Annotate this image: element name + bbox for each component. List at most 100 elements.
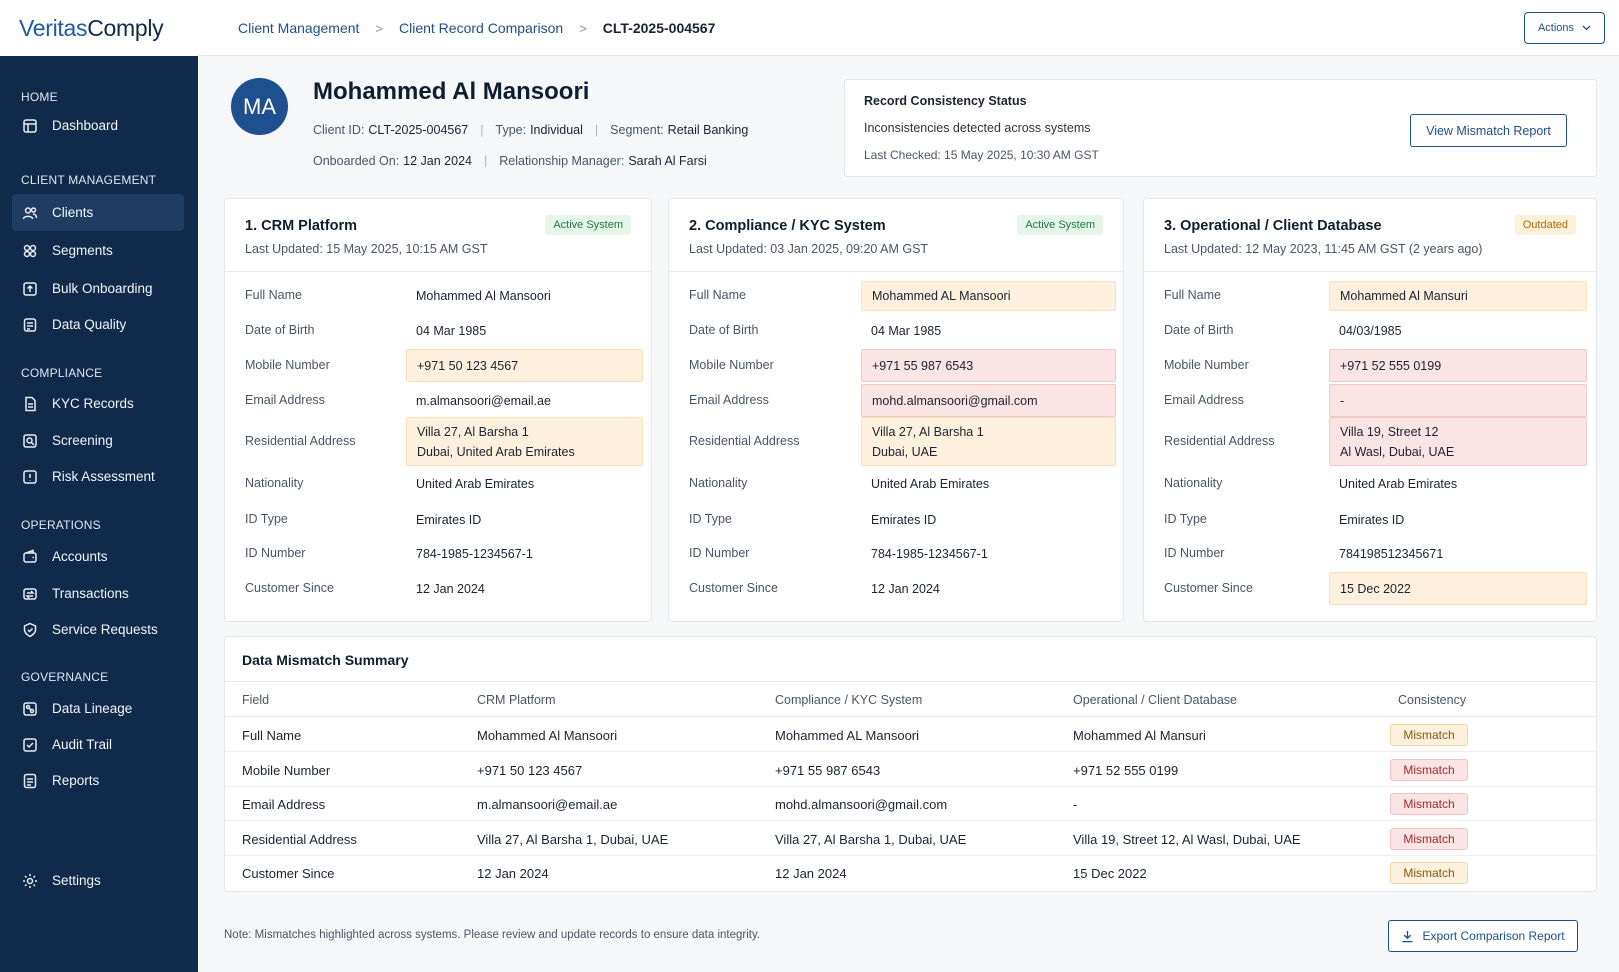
field-label: Customer Since <box>245 581 334 595</box>
sidebar-item-label: Bulk Onboarding <box>52 281 153 296</box>
export-comparison-report-button[interactable]: Export Comparison Report <box>1388 920 1578 952</box>
top-bar: Client Management > Client Record Compar… <box>198 0 1619 56</box>
app-logo[interactable]: Veritas Comply <box>0 0 198 56</box>
field-value-line: 784-1985-1234567-1 <box>871 547 988 561</box>
field-value-line: Villa 27, Al Barsha 1 <box>417 424 529 439</box>
status-title: Record Consistency Status <box>864 94 1027 108</box>
sidebar-item-screening[interactable]: Screening <box>12 422 184 459</box>
table-row[interactable]: Email Address m.almansoori@email.ae mohd.a… <box>225 787 1596 821</box>
system-title: 3. Operational / Client Database <box>1164 218 1382 234</box>
field-label: Customer Since <box>1164 581 1253 595</box>
column-header-ops: Operational / Client Database <box>1073 693 1237 707</box>
field-value-line: Mohammed AL Mansoori <box>872 289 1011 303</box>
sidebar-item-label: Data Quality <box>52 317 127 332</box>
sidebar-item-service-requests[interactable]: Service Requests <box>12 611 184 648</box>
system-card-header: 3. Operational / Client Database Last Upd… <box>1144 199 1596 272</box>
column-header-field: Field <box>242 693 270 707</box>
client-segment-label: Segment: <box>610 123 664 137</box>
table-row[interactable]: Customer Since 12 Jan 2024 12 Jan 2024 15 D… <box>225 856 1596 890</box>
sidebar-item-label: Settings <box>52 873 101 888</box>
sidebar-item-bulk-onboarding[interactable]: Bulk Onboarding <box>12 270 184 307</box>
table-cell-crm: Mohammed Al Mansoori <box>477 728 618 743</box>
field-value-line: 04 Mar 1985 <box>416 324 487 338</box>
sidebar-item-audit-trail[interactable]: Audit Trail <box>12 726 184 763</box>
field-label: Date of Birth <box>689 323 759 337</box>
field-value: Mohammed Al Mansuri <box>1329 281 1587 311</box>
field-value-line: 12 Jan 2024 <box>871 581 940 596</box>
breadcrumb-client-management[interactable]: Client Management <box>238 20 360 36</box>
client-id-value: CLT-2025-004567 <box>368 123 469 137</box>
field-label: Nationality <box>689 476 748 490</box>
field-value-line: +971 52 555 0199 <box>1340 358 1442 373</box>
rm-value: Sarah Al Farsi <box>628 154 707 168</box>
export-label: Export Comparison Report <box>1422 929 1565 943</box>
sidebar-item-clients[interactable]: Clients <box>12 194 184 231</box>
footer-note: Note: Mismatches highlighted across syst… <box>224 929 761 941</box>
field-value-line: 04 Mar 1985 <box>871 324 942 338</box>
field-label: Mobile Number <box>689 358 774 372</box>
sidebar-item-data-lineage[interactable]: Data Lineage <box>12 690 184 727</box>
field-value: 12 Jan 2024 <box>861 572 1116 605</box>
field-value-line: 784198512345671 <box>1339 547 1444 561</box>
field-value: 04 Mar 1985 <box>861 316 1116 346</box>
risk-icon <box>22 469 38 485</box>
sidebar-item-settings[interactable]: Settings <box>12 862 184 899</box>
view-mismatch-report-button[interactable]: View Mismatch Report <box>1410 114 1567 147</box>
sidebar-item-data-quality[interactable]: Data Quality <box>12 306 184 343</box>
field-value-line: Mohammed Al Mansoori <box>416 289 551 303</box>
nav-section-governance: GOVERNANCE <box>21 670 109 684</box>
table-row[interactable]: Full Name Mohammed Al Mansoori Mohammed AL… <box>225 718 1596 752</box>
field-value: Emirates ID <box>406 505 643 535</box>
system-card-header: 1. CRM Platform Last Updated: 15 May 2025… <box>225 199 651 272</box>
table-cell-kyc: Villa 27, Al Barsha 1, Dubai, UAE <box>775 831 967 847</box>
rm-label: Relationship Manager: <box>499 154 625 168</box>
sidebar-item-reports[interactable]: Reports <box>12 762 184 799</box>
actions-button[interactable]: Actions <box>1524 12 1605 44</box>
table-cell-ops: 15 Dec 2022 <box>1073 866 1147 881</box>
field-value-line: Dubai, United Arab Emirates <box>417 444 575 459</box>
sidebar-item-kyc-records[interactable]: KYC Records <box>12 385 184 422</box>
sidebar-item-risk-assessment[interactable]: Risk Assessment <box>12 458 184 495</box>
sidebar-item-accounts[interactable]: Accounts <box>12 538 184 575</box>
field-value-line: 784-1985-1234567-1 <box>416 547 533 561</box>
nav-section-compliance: COMPLIANCE <box>21 366 103 380</box>
field-value-line: Emirates ID <box>416 513 482 527</box>
table-cell-ops: - <box>1073 797 1078 812</box>
field-value: Mohammed AL Mansoori <box>861 281 1116 311</box>
table-cell-crm: m.almansoori@email.ae <box>477 797 618 812</box>
table-cell-field: Full Name <box>242 728 302 743</box>
status-badge: Mismatch <box>1390 724 1468 746</box>
status-badge: Mismatch <box>1390 827 1468 850</box>
field-value: 04/03/1985 <box>1329 316 1587 346</box>
system-status-badge: Outdated <box>1514 215 1576 235</box>
field-label: ID Number <box>245 546 306 560</box>
record-consistency-panel: Record Consistency Status Inconsistencie… <box>844 79 1597 177</box>
field-value: m.almansoori@email.ae <box>406 384 643 417</box>
table-row[interactable]: Residential Address Villa 27, Al Barsha 1… <box>225 822 1596 856</box>
sidebar-item-label: Dashboard <box>52 118 119 133</box>
system-title: 2. Compliance / KYC System <box>689 218 886 234</box>
column-header-crm: CRM Platform <box>477 693 556 707</box>
field-value-line: Emirates ID <box>1339 513 1405 527</box>
client-type-value: Individual <box>530 123 583 137</box>
field-value: +971 50 123 4567 <box>406 349 643 382</box>
breadcrumb-client-record-comparison[interactable]: Client Record Comparison <box>399 20 564 36</box>
field-label: ID Type <box>245 512 288 526</box>
field-value-line: Al Wasl, Dubai, UAE <box>1340 444 1455 459</box>
system-title: 1. CRM Platform <box>245 218 357 234</box>
table-row[interactable]: Mobile Number +971 50 123 4567 +971 55 987… <box>225 753 1596 787</box>
sidebar-item-transactions[interactable]: Transactions <box>12 575 184 612</box>
field-value-line: Emirates ID <box>871 513 937 527</box>
field-value: +971 52 555 0199 <box>1329 349 1587 382</box>
logo-text-comply: Comply <box>87 14 164 41</box>
meta-separator: | <box>480 123 484 137</box>
sidebar-item-dashboard[interactable]: Dashboard <box>12 107 184 144</box>
field-value: 12 Jan 2024 <box>406 572 643 605</box>
sidebar-item-label: Segments <box>52 243 113 258</box>
chevron-down-icon <box>1582 25 1591 31</box>
sidebar-item-segments[interactable]: Segments <box>12 232 184 269</box>
wallet-icon <box>22 548 38 565</box>
breadcrumb-current: CLT-2025-004567 <box>602 20 716 36</box>
field-value-line: Dubai, UAE <box>872 444 938 459</box>
system-card: 1. CRM Platform Last Updated: 15 May 2025… <box>224 198 652 622</box>
